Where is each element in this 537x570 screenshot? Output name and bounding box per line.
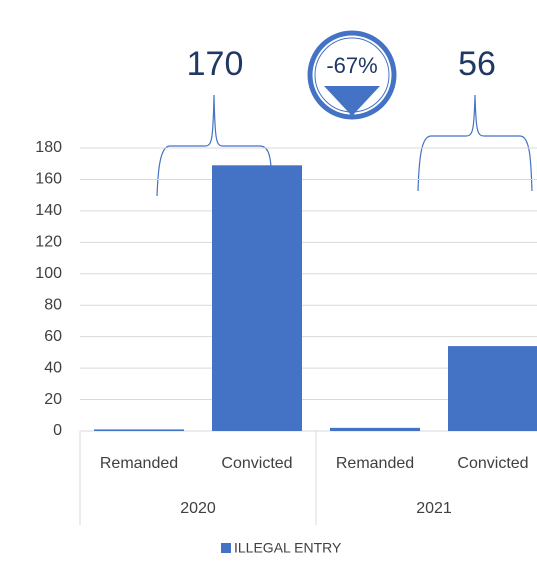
y-tick-label: 20 — [44, 391, 62, 408]
x-tick-label: Convicted — [457, 455, 528, 472]
y-tick-label: 40 — [44, 359, 62, 376]
y-tick-label: 0 — [53, 422, 62, 439]
y-tick-label: 180 — [35, 139, 62, 156]
y-tick-label: 100 — [35, 265, 62, 282]
bar — [212, 165, 302, 432]
legend-swatch — [221, 543, 231, 553]
bar — [94, 429, 184, 431]
group-label: 2020 — [180, 500, 216, 517]
bar — [330, 427, 420, 431]
y-tick-label: 160 — [35, 171, 62, 188]
annotation: -67% — [326, 53, 377, 78]
x-tick-label: Remanded — [336, 455, 414, 472]
x-tick-label: Remanded — [100, 455, 178, 472]
annotation: 56 — [458, 45, 496, 83]
y-tick-label: 140 — [35, 202, 62, 219]
y-tick-label: 80 — [44, 296, 62, 313]
bar — [448, 346, 537, 431]
legend-label: ILLEGAL ENTRY — [234, 540, 342, 556]
badge-circle — [307, 30, 397, 120]
down-arrow — [324, 86, 380, 116]
x-tick-label: Convicted — [221, 455, 292, 472]
group-label: 2021 — [416, 500, 452, 517]
brace — [417, 94, 533, 192]
y-tick-label: 60 — [44, 328, 62, 345]
annotation: 170 — [187, 45, 244, 83]
y-tick-label: 120 — [35, 234, 62, 251]
